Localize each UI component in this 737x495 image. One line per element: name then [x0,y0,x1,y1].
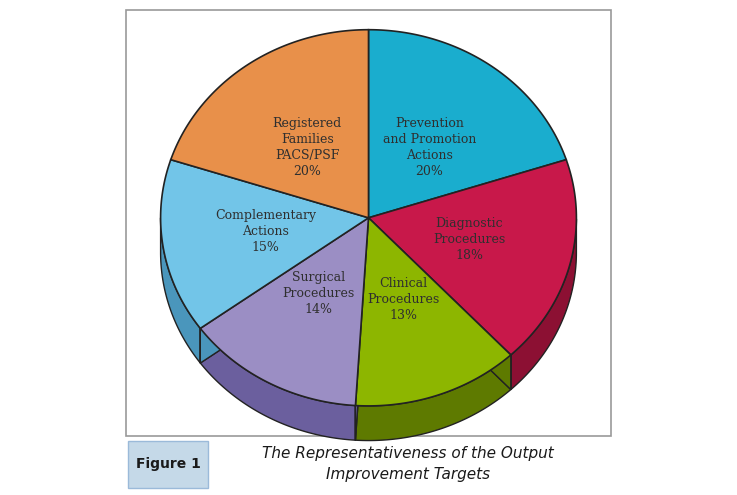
Polygon shape [355,218,368,440]
Text: The Representativeness of the Output
Improvement Targets: The Representativeness of the Output Imp… [262,446,554,482]
FancyBboxPatch shape [128,441,208,488]
Text: Registered
Families
PACS/PSF
20%: Registered Families PACS/PSF 20% [273,117,342,178]
FancyBboxPatch shape [126,10,611,436]
Polygon shape [368,218,511,390]
Polygon shape [511,219,576,390]
Text: Surgical
Procedures
14%: Surgical Procedures 14% [282,271,354,316]
PathPatch shape [200,218,368,405]
Polygon shape [200,218,368,363]
PathPatch shape [161,160,368,328]
Polygon shape [355,218,368,440]
Text: Prevention
and Promotion
Actions
20%: Prevention and Promotion Actions 20% [383,117,476,178]
Polygon shape [355,355,511,441]
Polygon shape [200,328,355,440]
PathPatch shape [171,30,368,218]
PathPatch shape [368,160,576,355]
Polygon shape [200,218,368,363]
Text: Figure 1: Figure 1 [136,457,200,471]
Text: Diagnostic
Procedures
18%: Diagnostic Procedures 18% [433,217,506,262]
PathPatch shape [355,218,511,406]
Polygon shape [368,218,511,390]
Text: Complementary
Actions
15%: Complementary Actions 15% [215,209,316,254]
PathPatch shape [368,30,566,218]
Text: Clinical
Procedures
13%: Clinical Procedures 13% [368,277,440,322]
Polygon shape [161,218,200,363]
